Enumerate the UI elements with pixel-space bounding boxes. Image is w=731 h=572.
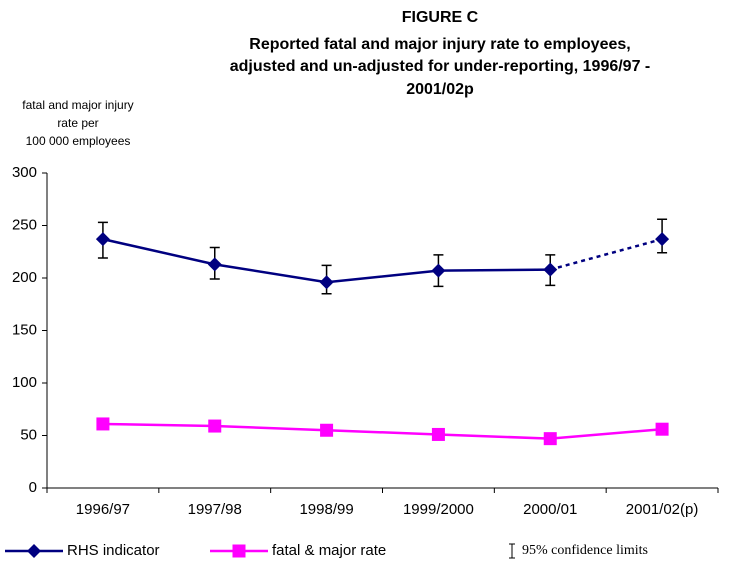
- y-tick-label: 100: [12, 374, 37, 391]
- x-tick-label: 2001/02(p): [626, 501, 699, 518]
- point: [207, 257, 222, 272]
- y-tick-label: 300: [12, 164, 37, 181]
- point: [96, 417, 110, 431]
- x-tick-label: 1998/99: [299, 501, 353, 518]
- point: [431, 427, 445, 441]
- legend-label: fatal & major rate: [272, 542, 386, 559]
- point: [208, 419, 222, 433]
- chart-subtitle: 2001/02p: [406, 81, 474, 98]
- series-line: [102, 422, 663, 440]
- y-tick-label: 150: [12, 321, 37, 338]
- series-line: [549, 237, 663, 271]
- chart-subtitle: Reported fatal and major injury rate to …: [249, 36, 630, 53]
- point: [543, 262, 558, 277]
- x-tick-label: 1999/2000: [403, 501, 474, 518]
- chart-subtitle: adjusted and un-adjusted for under-repor…: [230, 58, 651, 75]
- y-tick-label: 0: [29, 479, 37, 496]
- point: [543, 432, 557, 446]
- y-tick-label: 50: [20, 426, 37, 443]
- legend-error-icon: [509, 543, 515, 559]
- y-axis-label: fatal and major injury: [22, 98, 133, 112]
- y-axis-label: rate per: [57, 116, 98, 130]
- point: [431, 263, 446, 278]
- point: [319, 275, 334, 290]
- y-axis-label: 100 000 employees: [26, 134, 131, 148]
- x-tick-label: 2000/01: [523, 501, 577, 518]
- x-tick-label: 1996/97: [76, 501, 130, 518]
- point: [655, 232, 670, 247]
- legend-label: RHS indicator: [67, 542, 160, 559]
- point: [320, 423, 334, 437]
- point: [95, 232, 110, 247]
- chart-title: FIGURE C: [402, 9, 479, 26]
- legend-marker: [232, 544, 246, 558]
- point: [655, 422, 669, 436]
- y-tick-label: 200: [12, 269, 37, 286]
- legend-label: 95% confidence limits: [522, 543, 648, 558]
- x-tick-label: 1997/98: [188, 501, 242, 518]
- y-tick-label: 250: [12, 216, 37, 233]
- legend-marker: [27, 544, 41, 558]
